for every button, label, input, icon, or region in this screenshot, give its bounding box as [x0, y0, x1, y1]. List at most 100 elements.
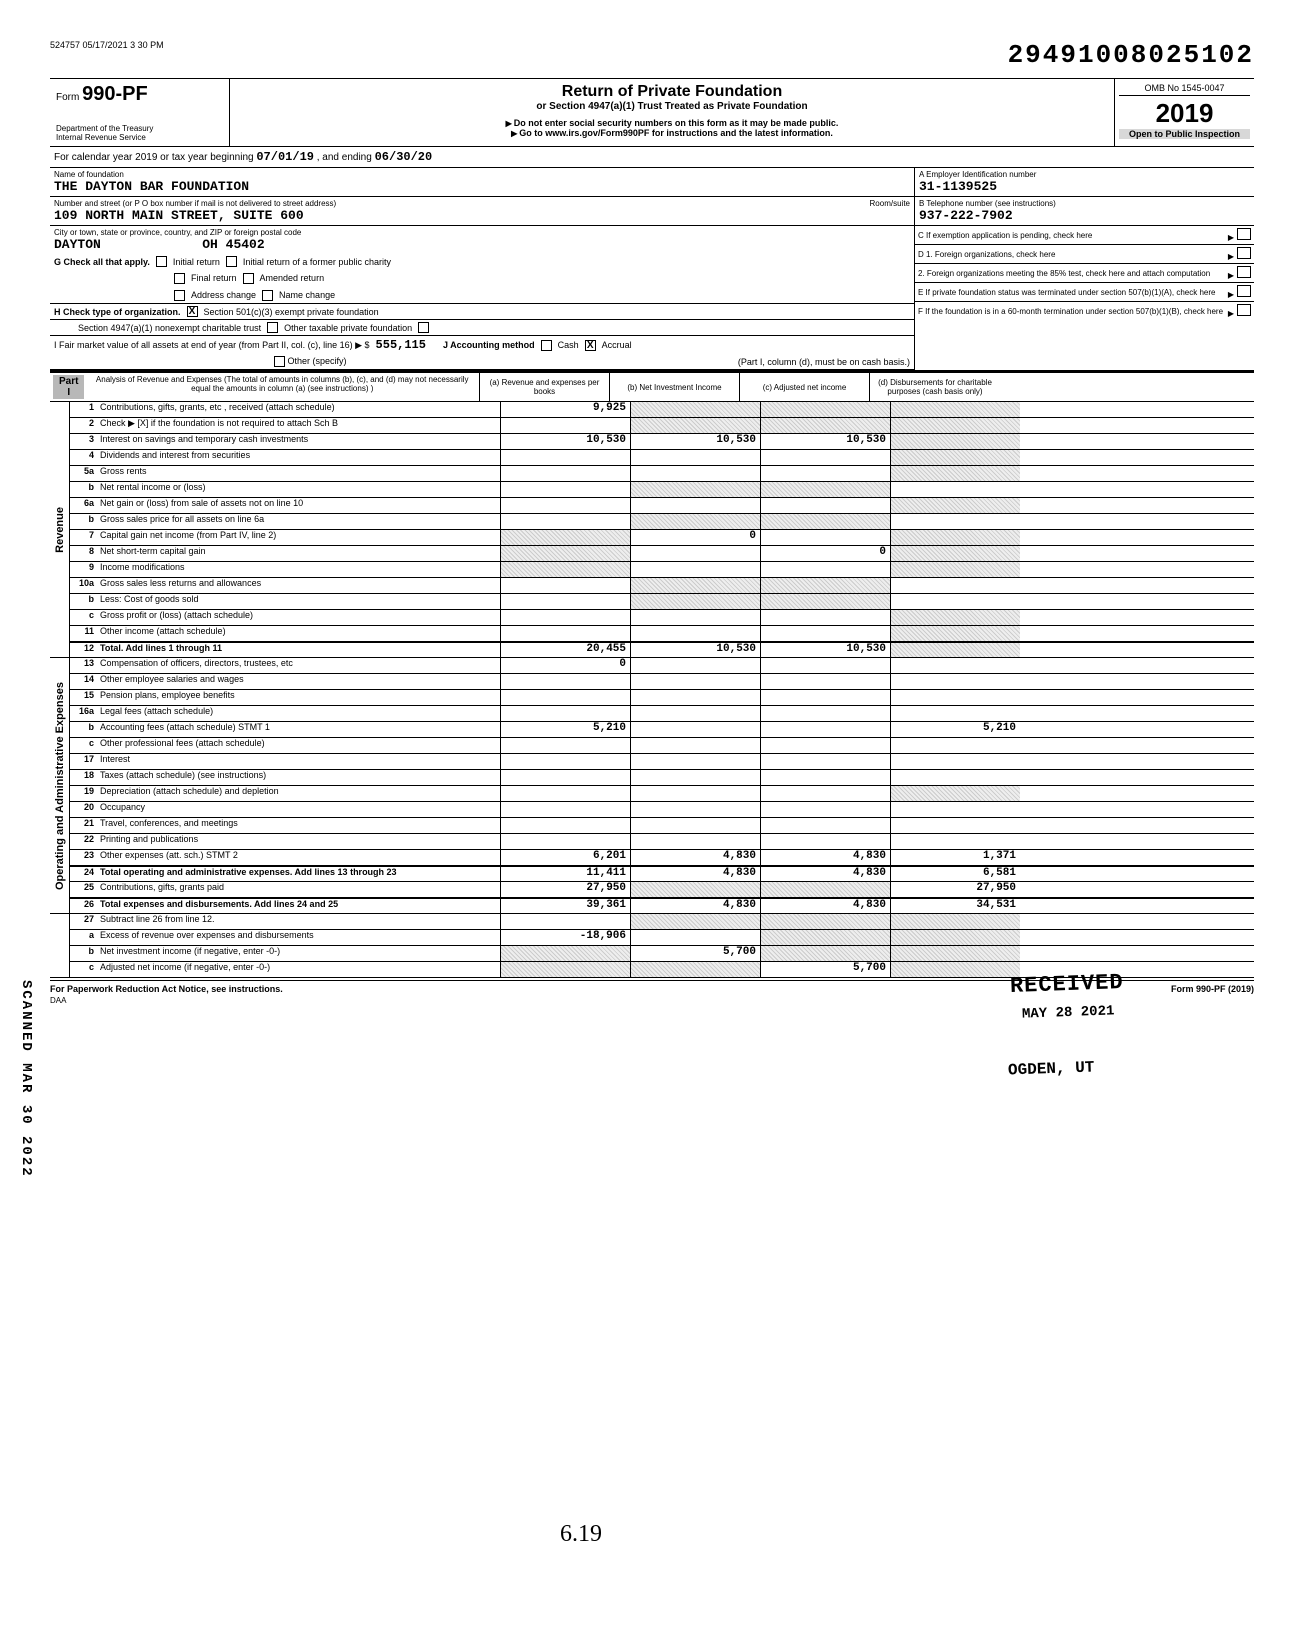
- line-description: Excess of revenue over expenses and disb…: [98, 930, 500, 945]
- cb-cash[interactable]: [541, 340, 552, 351]
- cell-col-d: 34,531: [890, 899, 1020, 913]
- expenses-section-label: Operating and Administrative Expenses: [52, 678, 68, 894]
- cell-col-c: [760, 674, 890, 689]
- cell-col-c: [760, 466, 890, 481]
- g-label: G Check all that apply.: [54, 257, 150, 267]
- line-description: Less: Cost of goods sold: [98, 594, 500, 609]
- line-r6a: 6aNet gain or (loss) from sale of assets…: [70, 498, 1254, 514]
- cell-col-a: [500, 946, 630, 961]
- line-r16c: cOther professional fees (attach schedul…: [70, 738, 1254, 754]
- cell-col-c: [760, 562, 890, 577]
- cell-col-d: 27,950: [890, 882, 1020, 897]
- final-return-label: Final return: [191, 273, 237, 284]
- j-label: J Accounting method: [443, 340, 535, 350]
- cb-foreign-org[interactable]: [1237, 247, 1251, 259]
- cell-col-a: [500, 738, 630, 753]
- cb-name-change[interactable]: [262, 290, 273, 301]
- cell-col-a: -18,906: [500, 930, 630, 945]
- cell-col-a: [500, 418, 630, 433]
- paperwork-notice: For Paperwork Reduction Act Notice, see …: [50, 984, 283, 994]
- cell-col-d: [890, 834, 1020, 849]
- cb-other-taxable[interactable]: [418, 322, 429, 333]
- entity-info: Name of foundation THE DAYTON BAR FOUNDA…: [50, 168, 1254, 371]
- cell-col-a: [500, 482, 630, 497]
- cell-col-d: [890, 658, 1020, 673]
- cb-initial-return[interactable]: [156, 256, 167, 267]
- cb-60month[interactable]: [1237, 304, 1251, 316]
- received-stamp: RECEIVED: [1010, 970, 1124, 999]
- cb-final-return[interactable]: [174, 273, 185, 284]
- cell-col-d: [890, 498, 1020, 513]
- line-r15: 15Pension plans, employee benefits: [70, 690, 1254, 706]
- line-description: Other income (attach schedule): [98, 626, 500, 641]
- cell-col-b: [630, 514, 760, 529]
- line-number: a: [70, 930, 98, 945]
- cell-col-d: [890, 626, 1020, 641]
- cell-col-b: [630, 818, 760, 833]
- cell-col-d: [890, 706, 1020, 721]
- d1-label: D 1. Foreign organizations, check here: [918, 250, 1055, 259]
- line-number: 6a: [70, 498, 98, 513]
- cell-col-b: [630, 754, 760, 769]
- cb-addr-change[interactable]: [174, 290, 185, 301]
- line-description: Printing and publications: [98, 834, 500, 849]
- cell-col-d: [890, 786, 1020, 801]
- cell-col-d: 6,581: [890, 867, 1020, 881]
- goto-url: Go to www.irs.gov/Form990PF for instruct…: [238, 128, 1106, 138]
- cell-col-a: [500, 674, 630, 689]
- phone-label: B Telephone number (see instructions): [919, 199, 1250, 208]
- line-r23: 23Other expenses (att. sch.) STMT 26,201…: [70, 850, 1254, 866]
- cell-col-a: 9,925: [500, 402, 630, 417]
- line-number: b: [70, 594, 98, 609]
- line-description: Legal fees (attach schedule): [98, 706, 500, 721]
- cb-other-method[interactable]: [274, 356, 285, 367]
- line-r6b: bGross sales price for all assets on lin…: [70, 514, 1254, 530]
- line-description: Accounting fees (attach schedule) STMT 1: [98, 722, 500, 737]
- cb-501c3[interactable]: [187, 306, 198, 317]
- line-number: 15: [70, 690, 98, 705]
- cell-col-a: [500, 962, 630, 977]
- h-label: H Check type of organization.: [54, 307, 181, 317]
- cell-col-c: [760, 754, 890, 769]
- line-number: b: [70, 482, 98, 497]
- cb-amended[interactable]: [243, 273, 254, 284]
- line-number: 20: [70, 802, 98, 817]
- h-4947-label: Section 4947(a)(1) nonexempt charitable …: [78, 323, 261, 333]
- cell-col-b: [630, 562, 760, 577]
- cell-col-c: [760, 770, 890, 785]
- line-number: b: [70, 722, 98, 737]
- cell-col-c: [760, 498, 890, 513]
- cb-85pct[interactable]: [1237, 266, 1251, 278]
- cb-4947[interactable]: [267, 322, 278, 333]
- line-description: Dividends and interest from securities: [98, 450, 500, 465]
- cell-col-a: [500, 690, 630, 705]
- form-number: 990-PF: [82, 83, 148, 105]
- cell-col-b: [630, 402, 760, 417]
- form-footer-id: Form 990-PF (2019): [1171, 984, 1254, 994]
- cell-col-d: [890, 818, 1020, 833]
- cell-col-a: [500, 450, 630, 465]
- cell-col-a: [500, 754, 630, 769]
- line-number: 2: [70, 418, 98, 433]
- part1-header: Part I Analysis of Revenue and Expenses …: [50, 371, 1254, 402]
- cell-col-a: [500, 626, 630, 641]
- line-description: Compensation of officers, directors, tru…: [98, 658, 500, 673]
- cell-col-c: [760, 786, 890, 801]
- initial-return-label: Initial return: [173, 257, 220, 267]
- addr-change-label: Address change: [191, 290, 256, 301]
- cb-status-terminated[interactable]: [1237, 285, 1251, 297]
- cb-exemption-pending[interactable]: [1237, 228, 1251, 240]
- cb-initial-former[interactable]: [226, 256, 237, 267]
- cell-col-d: [890, 578, 1020, 593]
- line-number: 17: [70, 754, 98, 769]
- line-r13: 13Compensation of officers, directors, t…: [70, 658, 1254, 674]
- cell-col-b: [630, 770, 760, 785]
- cell-col-c: [760, 690, 890, 705]
- line-r5a: 5aGross rents: [70, 466, 1254, 482]
- daa-mark: DAA: [50, 996, 1254, 1005]
- handwritten-note: 6.19: [560, 1521, 602, 1548]
- cell-col-b: [630, 418, 760, 433]
- line-description: Total expenses and disbursements. Add li…: [98, 899, 500, 913]
- cb-accrual[interactable]: [585, 340, 596, 351]
- foundation-address: 109 NORTH MAIN STREET, SUITE 600: [54, 208, 910, 223]
